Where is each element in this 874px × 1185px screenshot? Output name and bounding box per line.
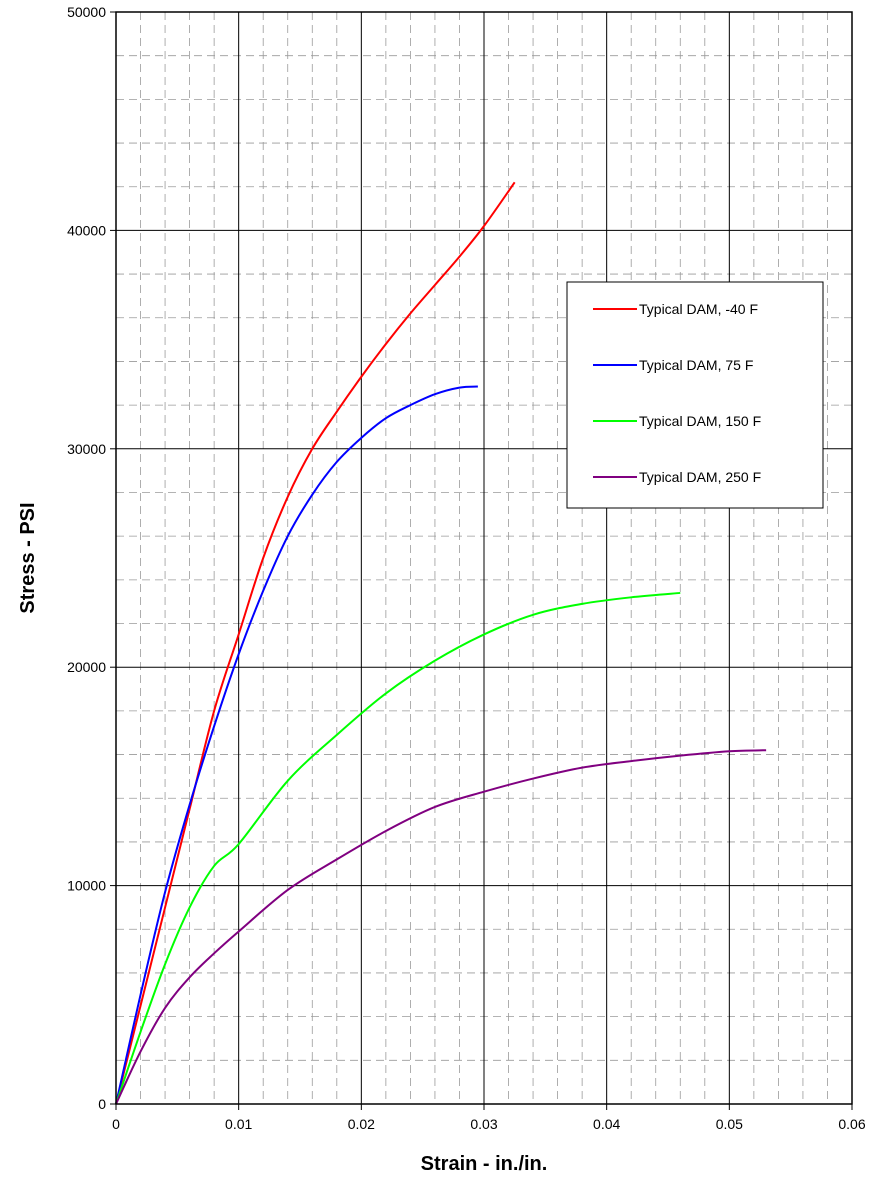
series-line-4	[115, 749, 767, 1105]
series-layer	[115, 181, 767, 1105]
series-line-1	[115, 181, 516, 1105]
y-tick-label: 30000	[67, 441, 106, 457]
x-axis-title: Strain - in./in.	[421, 1153, 548, 1175]
y-tick-label: 10000	[67, 878, 106, 894]
legend-label-2: Typical DAM, 75 F	[639, 357, 753, 373]
y-tick-labels: 0 10000 20000 30000 40000 50000	[67, 4, 116, 1112]
x-tick-label: 0.01	[225, 1116, 252, 1132]
y-axis-title: Stress - PSI	[17, 502, 39, 613]
major-grid	[116, 12, 852, 1104]
legend: Typical DAM, -40 F Typical DAM, 75 F Typic…	[566, 281, 824, 509]
y-tick-label: 50000	[67, 4, 106, 20]
legend-label-1: Typical DAM, -40 F	[639, 301, 758, 317]
y-tick-label: 40000	[67, 222, 106, 238]
legend-box	[566, 281, 824, 509]
x-tick-label: 0.04	[593, 1116, 620, 1132]
x-tick-labels: 0 0.01 0.02 0.03 0.04 0.05 0.06	[112, 1104, 866, 1132]
legend-label-3: Typical DAM, 150 F	[639, 413, 761, 429]
y-tick-label: 20000	[67, 659, 106, 675]
x-tick-label: 0.05	[716, 1116, 743, 1132]
y-tick-label: 0	[98, 1096, 106, 1112]
legend-label-4: Typical DAM, 250 F	[639, 469, 761, 485]
x-tick-label: 0.06	[838, 1116, 865, 1132]
x-tick-label: 0.03	[470, 1116, 497, 1132]
series-line-3	[115, 591, 681, 1105]
x-tick-label: 0	[112, 1116, 120, 1132]
x-tick-label: 0.02	[348, 1116, 375, 1132]
series-line-2	[115, 385, 478, 1105]
